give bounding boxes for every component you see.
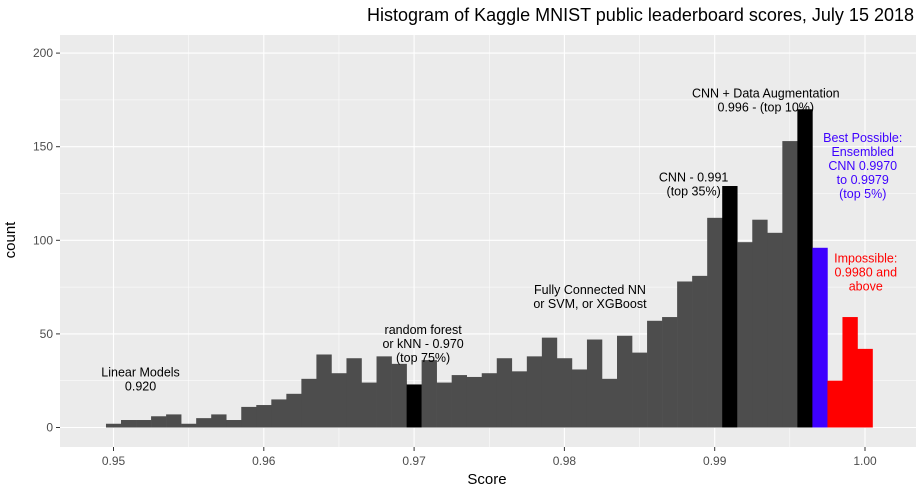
histogram-bar [436,382,452,428]
histogram-bar [241,406,257,428]
histogram-bar [677,281,693,428]
histogram-bar [151,416,167,428]
y-axis-ticks: 0 50 100 150 200 [33,46,60,435]
histogram-bar [541,337,558,428]
histogram-bar [662,317,678,428]
minor-gridlines [38,35,916,447]
histogram-bar [647,320,663,428]
histogram-bar [707,217,723,428]
histogram-bar [421,360,437,428]
annotation-label: CNN 0.9970 [828,159,897,173]
histogram-bar [301,378,317,428]
histogram-bar [211,414,227,428]
histogram-bar [737,242,753,428]
x-tick-label: 1.00 [853,454,877,468]
histogram-bar [556,358,573,428]
histogram-bar [121,420,137,428]
histogram-bar [256,405,272,428]
x-tick-label: 0.95 [102,454,126,468]
histogram-bar [526,356,543,428]
x-axis-label: Score [467,471,507,488]
histogram-bar [842,317,858,428]
annotation-label: Fully Connected NN [534,283,646,297]
histogram-bar [376,356,392,428]
histogram-bars [105,109,873,428]
histogram-bar [496,358,513,428]
annotation-label: CNN - 0.991 [659,171,729,185]
annotation-label: Best Possible: [823,131,902,145]
annotation-label: above [849,280,883,294]
chart-title: Histogram of Kaggle MNIST public leaderb… [367,5,914,25]
annotation-label: to 0.9979 [837,173,889,187]
x-tick-label: 0.97 [402,454,426,468]
histogram-bar [722,186,738,428]
histogram-bar [767,232,783,428]
histogram-bar [797,109,813,428]
annotation-label: (top 5%) [839,187,886,201]
histogram-bar [827,380,843,428]
histogram-bar [451,375,468,428]
annotation-label: 0.920 [125,379,156,393]
histogram-bar [632,352,648,428]
histogram-bar [181,423,197,428]
histogram-bar [136,420,152,428]
histogram-bar [166,414,182,428]
y-tick-label: 0 [46,421,53,435]
histogram-bar [617,335,633,428]
histogram-bar [466,376,483,428]
histogram-bar [692,275,708,428]
x-axis-ticks: 0.95 0.96 0.97 0.98 0.99 1.00 [102,447,877,468]
x-tick-label: 0.98 [553,454,577,468]
annotation-label: Linear Models [101,365,180,379]
annotation-label: CNN + Data Augmentation [692,86,840,100]
annotation-label: 0.9980 and [834,266,897,280]
histogram-bar [511,371,528,428]
histogram-bar [105,423,122,428]
annotation-label: or SVM, or XGBoost [533,297,647,311]
histogram-bar [857,348,873,428]
annotation-label: random forest [385,323,463,337]
y-tick-label: 150 [33,140,53,154]
annotation-label: Impossible: [834,252,897,266]
histogram-bar [331,373,347,428]
y-tick-label: 100 [33,233,53,247]
histogram-bar [391,363,407,428]
histogram-bar [586,339,603,428]
histogram-bar [571,369,588,428]
histogram-bar [812,247,828,428]
annotation-label: 0.996 - (top 10%) [718,100,815,114]
histogram-bar [752,219,768,428]
annotation-label: (top 35%) [667,185,721,199]
x-tick-label: 0.99 [703,454,727,468]
histogram-bar [316,354,332,428]
histogram-bar [406,384,422,428]
annotation-label: or kNN - 0.970 [382,337,463,351]
histogram-bar [271,399,287,428]
y-tick-label: 50 [40,327,54,341]
histogram-bar [196,418,212,428]
histogram-bar [361,382,377,428]
histogram-bar [601,378,618,428]
histogram-bar [226,420,242,428]
x-tick-label: 0.96 [252,454,276,468]
histogram-bar [346,358,362,428]
histogram-bar [782,141,798,428]
annotation-label: (top 75%) [396,351,450,365]
histogram-bar [286,393,302,428]
annotation-label: Ensembled [831,145,894,159]
y-tick-label: 200 [33,46,53,60]
histogram-bar [481,373,498,428]
